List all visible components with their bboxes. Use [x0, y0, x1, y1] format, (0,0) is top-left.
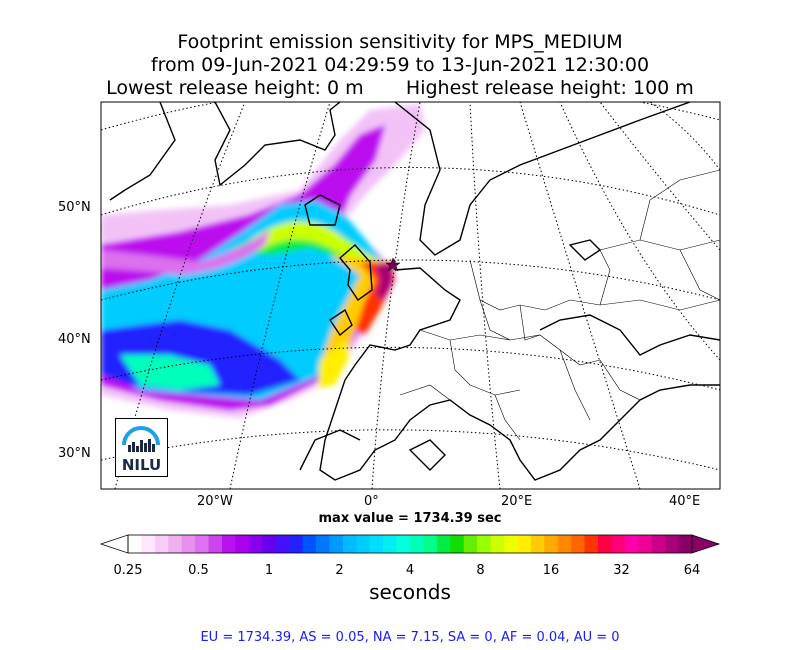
colorbar-frame: [127, 534, 693, 554]
colorbar-cell: [128, 535, 142, 553]
lat-label-40n: 40°N: [58, 332, 91, 347]
colorbar-cell: [463, 535, 478, 553]
nilu-logo-text: NILU: [121, 456, 162, 474]
colorbar-tick-label: 0.5: [188, 563, 209, 578]
lat-label-50n: 50°N: [58, 200, 91, 215]
colorbar-cell: [383, 535, 397, 553]
lat-label-30n: 30°N: [58, 446, 91, 461]
region-stats: EU = 1734.39, AS = 0.05, NA = 7.15, SA =…: [200, 630, 620, 645]
colorbar-tick-label: 64: [683, 563, 701, 578]
colorbar-cell: [530, 535, 545, 553]
colorbar-tick-label: 16: [542, 563, 560, 578]
colorbar-cell: [222, 535, 236, 553]
colorbar-cell: [584, 535, 599, 553]
colorbar-cell: [436, 535, 451, 553]
colorbar-cell: [168, 535, 183, 553]
release-point-star: [385, 257, 401, 272]
coastlines: [109, 102, 720, 481]
max-value-label: max value = 1734.39 sec: [318, 511, 502, 526]
colorbar-cell: [195, 535, 209, 553]
colorbar-tick-label: 4: [405, 563, 415, 578]
colorbar-cell: [181, 535, 196, 553]
lon-label-20e: 20°E: [501, 494, 533, 509]
map-frame: [100, 101, 721, 490]
nilu-logo-icon: [122, 426, 160, 452]
colorbar-cell: [262, 535, 277, 553]
colorbar-cell: [557, 535, 572, 553]
colorbar-cell: [356, 535, 371, 553]
map-title-line3: Lowest release height: 0 m Highest relea…: [0, 77, 800, 99]
colorbar-cell: [571, 535, 585, 553]
map-title-line1: Footprint emission sensitivity for MPS_M…: [177, 31, 623, 53]
colorbar-cell: [517, 535, 532, 553]
colorbar-cell: [154, 535, 169, 553]
map-title-line2: from 09-Jun-2021 04:29:59 to 13-Jun-2021…: [150, 54, 650, 76]
colorbar-cell: [544, 535, 559, 553]
colorbar-cell: [275, 535, 290, 553]
colorbar-cell: [410, 535, 424, 553]
colorbar-cell: [369, 535, 384, 553]
colorbar-cell: [248, 535, 263, 553]
colorbar-extend-low: [99, 534, 129, 554]
colorbar-cell: [598, 535, 612, 553]
colorbar-cell: [329, 535, 344, 553]
colorbar-cell: [208, 535, 223, 553]
colorbar-tick-label: 1: [264, 563, 274, 578]
colorbar-cell: [423, 535, 438, 553]
colorbar-cell: [665, 535, 679, 553]
colorbar-cell: [490, 535, 505, 553]
colorbar-cell: [302, 535, 317, 553]
colorbar-cells: [128, 535, 693, 553]
nilu-logo: NILU: [115, 418, 168, 477]
colorbar-cell: [477, 535, 491, 553]
colorbar-cell: [678, 535, 693, 553]
colorbar-cell: [289, 535, 303, 553]
colorbar-cell: [235, 535, 250, 553]
colorbar-cell: [624, 535, 639, 553]
lowest-release-height: Lowest release height: 0 m: [106, 77, 364, 99]
colorbar-cell: [651, 535, 666, 553]
colorbar-cell: [638, 535, 653, 553]
colorbar-tick-label: 2: [335, 563, 344, 578]
country-borders: [399, 169, 720, 441]
colorbar-units: seconds: [369, 580, 451, 604]
colorbar-cell: [396, 535, 411, 553]
colorbar-tick-label: 8: [476, 563, 485, 578]
colorbar-tick-label: 0.25: [113, 563, 143, 578]
lon-label-20w: 20°W: [197, 494, 233, 509]
lon-label-40e: 40°E: [669, 494, 701, 509]
colorbar-cell: [141, 535, 156, 553]
colorbar-extend-high: [691, 534, 721, 554]
colorbar-cell: [611, 535, 626, 553]
highest-release-height: Highest release height: 100 m: [405, 77, 694, 99]
colorbar-cell: [316, 535, 330, 553]
lon-label-0: 0°: [364, 494, 379, 509]
colorbar-cell: [450, 535, 465, 553]
colorbar-cell: [504, 535, 518, 553]
colorbar-tick-label: 32: [613, 563, 630, 578]
colorbar-cell: [342, 535, 357, 553]
